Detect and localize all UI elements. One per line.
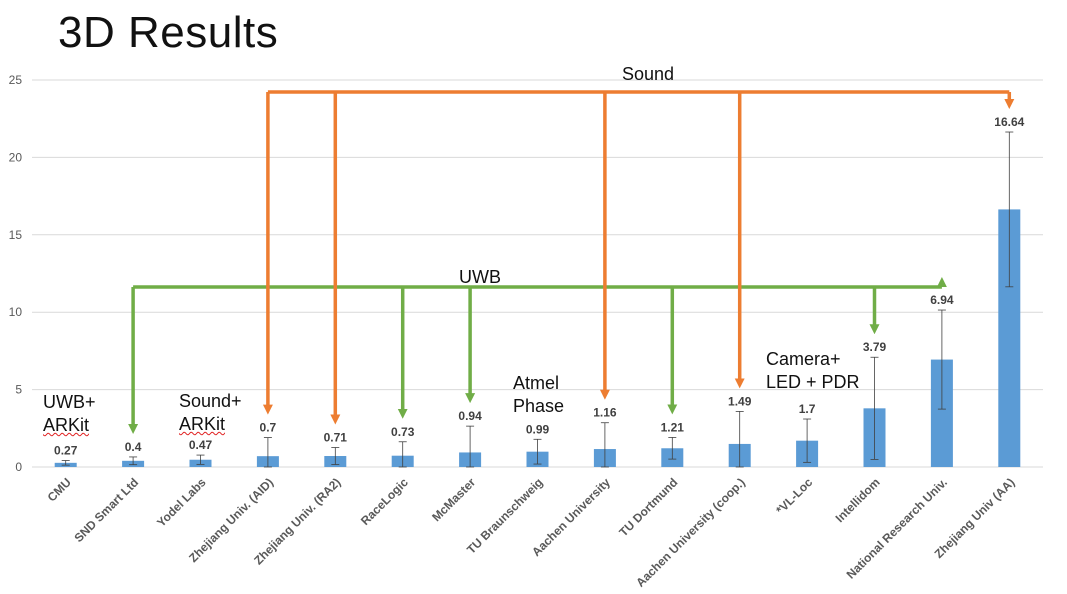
data-label: 0.27	[54, 443, 78, 457]
y-tick-label: 15	[9, 228, 23, 242]
annotation-uwb-arkit: UWB+ ARKit	[43, 391, 96, 437]
data-label: 0.99	[526, 422, 550, 436]
data-label: 0.73	[391, 425, 415, 439]
data-labels: 0.27 0.4 0.47 0.7 0.71 0.73 0.94 0.99 1.16 1.21 1.…	[54, 115, 1025, 457]
y-tick-label: 0	[15, 460, 22, 474]
y-tick-label: 10	[9, 305, 23, 319]
data-label: 0.94	[458, 409, 482, 423]
x-tick-label: *VL-Loc	[773, 475, 815, 517]
group-label: Sound	[622, 64, 674, 84]
bar	[930, 359, 953, 467]
bar	[998, 209, 1021, 468]
data-label: 0.47	[189, 438, 213, 452]
x-tick-label: Aachen University (coop.)	[633, 475, 748, 590]
data-label: 6.94	[930, 293, 954, 307]
x-tick-label: Yodel Labs	[154, 475, 209, 530]
slide-title: 3D Results	[58, 8, 279, 57]
data-label: 1.7	[799, 402, 816, 416]
x-tick-label: RaceLogic	[358, 475, 411, 528]
data-label: 0.71	[324, 430, 348, 444]
x-tick-label: McMaster	[429, 475, 478, 524]
annotation-line: ARKit	[179, 414, 226, 434]
y-axis-ticks: 0 5 10 15 20 25	[9, 73, 23, 474]
annotation-line: ARKit	[43, 415, 90, 435]
x-tick-label: CMU	[45, 475, 74, 504]
y-tick-label: 25	[9, 73, 23, 87]
annotation-line: LED + PDR	[766, 372, 860, 392]
data-label: 0.4	[125, 440, 142, 454]
y-tick-label: 5	[15, 383, 22, 397]
annotation-line: Sound+	[179, 391, 242, 411]
group-arrows: UWB Sound	[128, 64, 1015, 434]
error-bars	[61, 131, 1014, 468]
x-tick-label: Intellidom	[833, 475, 883, 525]
x-tick-label: SND Smart Ltd	[71, 475, 141, 545]
annotation-camera-led-pdr: Camera+ LED + PDR	[766, 348, 860, 394]
annotation-line: Phase	[513, 396, 565, 416]
data-label: 3.79	[863, 340, 887, 354]
x-tick-label: TU Dortmund	[616, 475, 680, 539]
data-label: 1.49	[728, 394, 752, 408]
data-label: 1.21	[661, 420, 685, 434]
annotation-sound-arkit: Sound+ ARKit	[179, 390, 242, 436]
data-label: 1.16	[593, 406, 617, 420]
annotation-line: UWB+	[43, 392, 96, 412]
annotation-line: Camera+	[766, 349, 841, 369]
data-label: 16.64	[994, 115, 1024, 129]
group-label: UWB	[459, 267, 501, 287]
y-tick-label: 20	[9, 150, 23, 164]
annotation-atmel-phase: Atmel Phase	[513, 372, 564, 418]
data-label: 0.7	[260, 421, 277, 435]
annotation-line: Atmel	[513, 373, 560, 393]
